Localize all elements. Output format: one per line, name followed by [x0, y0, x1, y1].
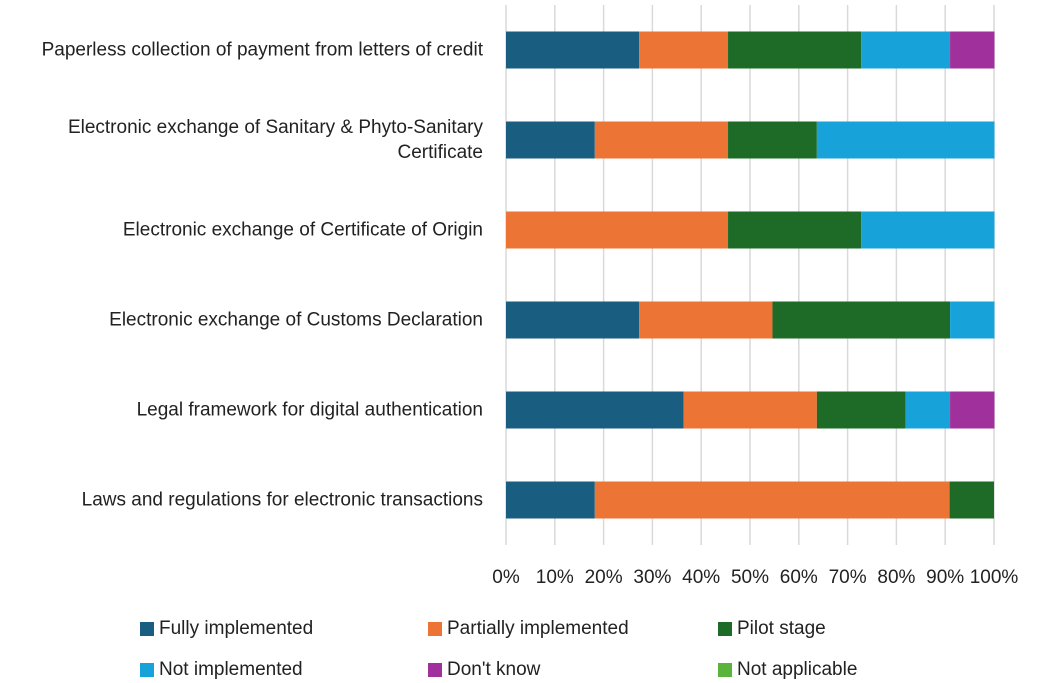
- legend-label: Not implemented: [159, 659, 303, 680]
- bar-segment: [506, 391, 684, 429]
- x-tick-label: 10%: [536, 567, 574, 588]
- bar-segment: [639, 31, 729, 69]
- bar-segment: [506, 31, 640, 69]
- legend-label: Partially implemented: [447, 618, 629, 639]
- legend-label: Not applicable: [737, 659, 857, 680]
- bar-segment: [506, 481, 595, 519]
- bar-segment: [728, 31, 862, 69]
- bar-segment: [506, 121, 595, 159]
- x-tick-label: 30%: [633, 567, 671, 588]
- x-tick-label: 60%: [780, 567, 818, 588]
- bar-segment: [816, 121, 995, 159]
- category-label: Electronic exchange of Certificate of Or…: [122, 219, 483, 241]
- bar-segment: [506, 211, 729, 249]
- bar-segment: [728, 121, 817, 159]
- bar-segment: [594, 121, 729, 159]
- legend-swatch: [140, 622, 154, 636]
- legend-swatch: [140, 663, 154, 677]
- legend-swatch: [428, 663, 442, 677]
- x-tick-label: 20%: [585, 567, 623, 588]
- bar-segment: [594, 481, 950, 519]
- category-label: Electronic exchange of Customs Declarati…: [109, 309, 483, 331]
- bar-segment: [506, 301, 640, 339]
- category-label: Laws and regulations for electronic tran…: [81, 489, 483, 511]
- legend-swatch: [718, 663, 732, 677]
- x-tick-label: 100%: [970, 567, 1019, 588]
- legend-swatch: [718, 622, 732, 636]
- x-tick-label: 90%: [926, 567, 964, 588]
- bar-segment: [816, 391, 906, 429]
- bar-segment: [950, 301, 995, 339]
- legend-label: Don't know: [447, 659, 541, 680]
- x-tick-label: 0%: [492, 567, 520, 588]
- x-tick-label: 50%: [731, 567, 769, 588]
- bar-segment: [683, 391, 817, 429]
- bar-segment: [772, 301, 951, 339]
- legend-swatch: [428, 622, 442, 636]
- x-tick-label: 80%: [877, 567, 915, 588]
- bar-segment: [639, 301, 773, 339]
- category-label: Legal framework for digital authenticati…: [136, 399, 483, 421]
- bar-segment: [949, 481, 994, 519]
- bar-segment: [728, 211, 862, 249]
- legend-label: Fully implemented: [159, 618, 313, 639]
- bar-segment: [950, 391, 995, 429]
- bar-segment: [905, 391, 951, 429]
- bar-segment: [861, 211, 995, 249]
- x-tick-label: 40%: [682, 567, 720, 588]
- bar-segment: [861, 31, 951, 69]
- x-tick-label: 70%: [829, 567, 867, 588]
- legend-label: Pilot stage: [737, 618, 826, 639]
- category-label: Paperless collection of payment from let…: [41, 39, 483, 61]
- category-label: Electronic exchange of Sanitary & Phyto-…: [67, 117, 483, 163]
- bar-segment: [950, 31, 995, 69]
